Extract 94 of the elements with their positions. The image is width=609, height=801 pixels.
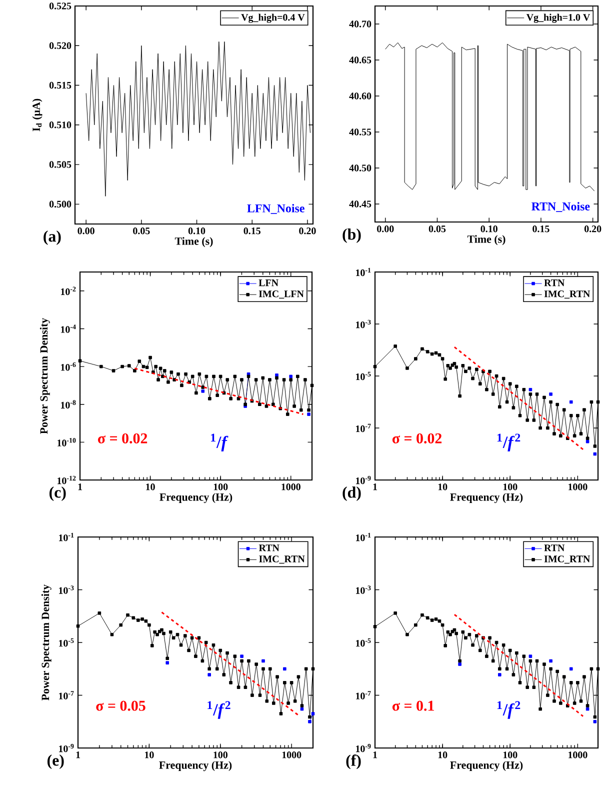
- y-tick-label: 0.500: [49, 200, 72, 208]
- x-tick-label: 100: [503, 752, 518, 758]
- y-tick-label: 10$^{-7}$: [356, 424, 371, 432]
- legend-label: RTN: [544, 280, 565, 286]
- legend-label: IMC_LFN: [258, 290, 304, 299]
- y-tick-label: 10$^{-7}$: [59, 691, 74, 700]
- x-tick-label: 1: [76, 752, 80, 758]
- y-tick-label: 0.520: [49, 42, 72, 50]
- y-tick-label: 40.70: [349, 20, 372, 28]
- y-tick-label: 10$^{-9}$: [356, 476, 371, 484]
- y-tick-label: 40.45: [349, 200, 372, 208]
- y-tick-label: 0.525: [49, 2, 72, 10]
- text: (b): [342, 228, 361, 243]
- x-tick-label: 0.05: [133, 228, 150, 234]
- y-tick-label: 10$^{-1}$: [59, 532, 74, 542]
- x-tick-label: 0.15: [532, 226, 550, 232]
- x-tick-label: 100: [214, 484, 228, 490]
- x-tick-label: 1: [78, 484, 82, 490]
- y-tick-label: 10$^{-8}$: [61, 400, 76, 409]
- annotation: σ = 0.02: [98, 433, 148, 444]
- text: (e): [47, 754, 64, 769]
- x-tick-label: 1000: [568, 752, 588, 758]
- y-tick-label: 10$^{-9}$: [356, 744, 371, 752]
- y-axis-title: Power Spectrum Density: [40, 318, 50, 434]
- x-tick-label: 100: [503, 484, 518, 490]
- y-tick-label: 10$^{-4}$: [61, 324, 76, 333]
- y-tick-label: 40.65: [349, 56, 372, 64]
- x-tick-label: 10: [145, 752, 154, 758]
- annotation: RTN_Noise: [532, 202, 590, 212]
- x-axis-title: Frequency (Hz): [159, 761, 232, 772]
- annotation: $^{1}$/f: [211, 434, 228, 452]
- x-tick-label: 1000: [568, 484, 588, 490]
- y-tick-label: 10$^{-9}$: [59, 744, 74, 752]
- legend-label: Vg_high=0.4 V: [241, 14, 305, 23]
- x-tick-label: 10: [146, 484, 155, 490]
- y-tick-label: 40.50: [349, 164, 372, 172]
- x-axis-title: Time (s): [174, 237, 213, 248]
- y-tick-label: 10$^{-6}$: [61, 362, 76, 371]
- y-tick-label: 10$^{-1}$: [356, 532, 371, 542]
- legend-label: LFN: [258, 280, 278, 286]
- y-tick-label: 10$^{-1}$: [356, 268, 371, 276]
- y-tick-label: 10$^{-5}$: [356, 372, 371, 380]
- text: (d): [342, 486, 361, 501]
- annotation: σ = 0.02: [392, 433, 442, 444]
- y-tick-label: 0.515: [49, 82, 72, 89]
- x-tick-label: 1000: [282, 484, 300, 490]
- y-tick-label: 10$^{-7}$: [356, 691, 371, 700]
- y-tick-label: 0.510: [49, 122, 72, 128]
- annotation: σ = 0.05: [96, 700, 146, 711]
- legend-label: RTN: [544, 544, 565, 552]
- y-tick-label: 10$^{-12}$: [58, 476, 76, 484]
- annotation: $^{1}$/f$^{2}$: [208, 701, 230, 719]
- x-axis-title: Frequency (Hz): [450, 761, 523, 772]
- annotation: σ = 0.1: [392, 700, 434, 711]
- y-tick-label: 10$^{-10}$: [58, 438, 76, 446]
- x-tick-label: 1000: [282, 752, 302, 758]
- legend-label: Vg_high=1.0 V: [526, 14, 590, 23]
- x-tick-label: 0.10: [480, 226, 498, 232]
- x-tick-label: 10: [438, 484, 448, 490]
- y-tick-label: 0.505: [49, 161, 72, 168]
- x-tick-label: 0.20: [584, 226, 602, 232]
- x-tick-label: 100: [214, 752, 228, 758]
- legend-label: IMC_RTN: [259, 556, 305, 564]
- x-axis-title: Frequency (Hz): [160, 493, 232, 504]
- x-axis-title: Time (s): [467, 235, 506, 246]
- x-tick-label: 0.00: [78, 228, 94, 234]
- text: (a): [44, 230, 61, 245]
- y-axis-title: I$_{d}$ (μA): [32, 98, 42, 132]
- legend-label: IMC_RTN: [544, 290, 590, 299]
- y-tick-label: 10$^{-5}$: [356, 638, 371, 647]
- legend-label: RTN: [258, 544, 280, 552]
- annotation: $^{1}$/f$^{2}$: [497, 701, 520, 719]
- text: (f): [346, 754, 361, 770]
- x-tick-label: 1: [373, 752, 377, 758]
- legend-label: IMC_RTN: [544, 556, 590, 564]
- x-tick-label: 0.15: [244, 228, 260, 234]
- y-tick-label: 10$^{-3}$: [59, 586, 74, 594]
- y-tick-label: 10$^{-3}$: [356, 320, 371, 328]
- text: (c): [49, 486, 66, 501]
- annotation: $^{1}$/f$^{2}$: [497, 434, 520, 452]
- y-axis-title: Power Spectrum Density: [41, 584, 52, 700]
- x-tick-label: 0.00: [377, 226, 394, 232]
- y-tick-label: 40.55: [349, 128, 372, 136]
- x-tick-label: 10: [438, 752, 448, 758]
- annotation: LFN_Noise: [247, 204, 304, 214]
- y-tick-label: 10$^{-5}$: [59, 638, 74, 647]
- y-tick-label: 10$^{-2}$: [61, 286, 76, 296]
- y-tick-label: 10$^{-3}$: [356, 586, 371, 594]
- x-tick-label: 0.20: [299, 228, 316, 234]
- x-tick-label: 0.10: [188, 228, 206, 234]
- x-tick-label: 1: [373, 484, 377, 490]
- x-axis-title: Frequency (Hz): [450, 493, 523, 504]
- y-tick-label: 40.60: [349, 92, 372, 100]
- x-tick-label: 0.05: [428, 226, 446, 232]
